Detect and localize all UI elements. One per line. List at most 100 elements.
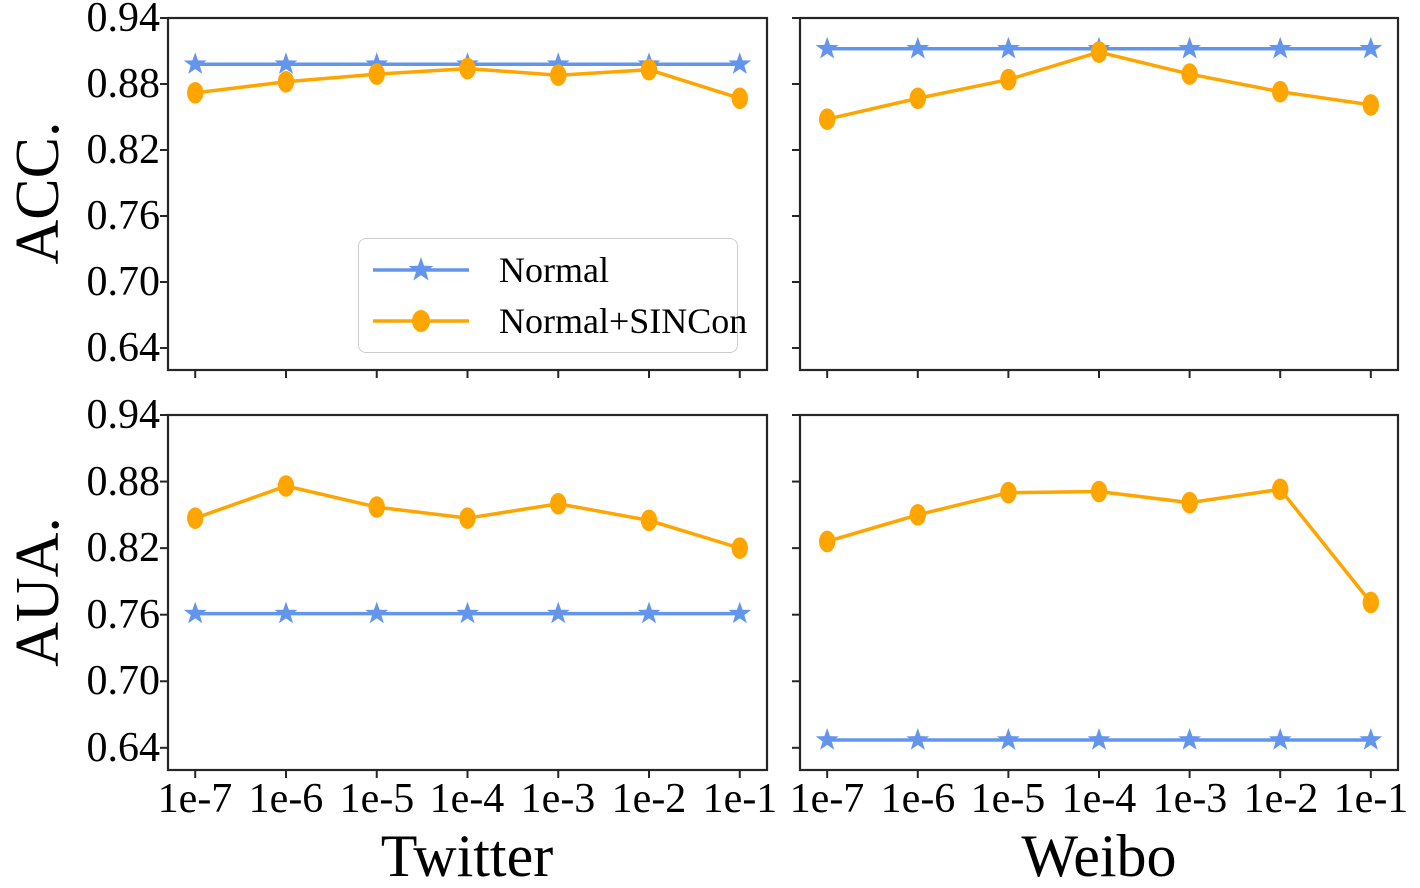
y-tick-label: 0.70 [86, 259, 161, 305]
star-marker [546, 601, 570, 624]
star-marker [1268, 36, 1292, 59]
y-tick-label: 0.82 [86, 127, 161, 173]
circle-marker [818, 108, 836, 130]
circle-marker [1181, 63, 1198, 85]
y-tick-label: 0.88 [86, 459, 161, 505]
star-marker [274, 52, 298, 74]
y-tick-label: 0.76 [86, 193, 161, 239]
circle-marker [640, 58, 658, 81]
circle-marker [818, 530, 836, 553]
star-marker [365, 601, 389, 624]
star-marker [546, 52, 570, 74]
star-marker [1178, 728, 1202, 750]
legend-sample-circle-icon [373, 310, 469, 332]
circle-marker [550, 492, 567, 515]
plot-border [798, 16, 1400, 372]
circle-marker [731, 87, 748, 110]
circle-marker [368, 63, 385, 85]
star-marker [815, 728, 839, 750]
circle-marker [640, 509, 658, 532]
x-tick-label: 1e-4 [1061, 776, 1137, 822]
x-tick-label: 1e-7 [789, 776, 865, 822]
star-marker [183, 601, 207, 624]
circle-marker [909, 504, 926, 526]
plot-border [166, 16, 769, 372]
star-marker [1268, 728, 1292, 750]
circle-marker [1272, 80, 1289, 103]
circle-marker [187, 82, 204, 104]
star-marker [1178, 36, 1202, 59]
x-tick-label: 1e-2 [611, 776, 687, 822]
legend-item-normal-sincon: Normal+SINCon [369, 297, 747, 345]
circle-marker [1362, 94, 1380, 116]
circle-marker [550, 64, 567, 86]
circle-marker [909, 87, 926, 110]
star-marker [1359, 36, 1383, 59]
y-tick-label: 0.94 [86, 392, 161, 438]
series-line-normal-sincon [826, 487, 1373, 604]
star-marker [274, 601, 298, 624]
subplot-acc-twitter [160, 16, 769, 378]
star-marker [183, 52, 207, 74]
star-marker [1087, 728, 1111, 750]
x-tick-label: 1e-5 [970, 776, 1046, 822]
circle-marker [1090, 41, 1108, 63]
circle-marker [368, 496, 385, 518]
star-marker [906, 36, 930, 59]
x-tick-label: 1e-4 [429, 776, 505, 822]
subplot-aua-twitter [160, 413, 769, 778]
circle-marker [459, 507, 476, 529]
subplot-aua-weibo [792, 413, 1400, 778]
star-marker [1359, 728, 1383, 750]
y-tick-label: 0.64 [86, 725, 161, 771]
plot-border [166, 413, 769, 772]
legend-label: Normal+SINCon [499, 301, 748, 341]
x-tick-label: 1e-5 [339, 776, 415, 822]
y-tick-label: 0.82 [86, 525, 161, 571]
y-tick-label: 0.76 [86, 592, 161, 638]
legend: Normal Normal+SINCon [358, 238, 747, 353]
dataset-label-weibo: Weibo [1021, 823, 1177, 888]
circle-marker [459, 57, 476, 80]
circle-marker [731, 537, 748, 559]
star-marker [637, 601, 661, 624]
star-marker [365, 52, 389, 74]
circle-marker [1090, 480, 1108, 503]
y-tick-label: 0.88 [86, 61, 161, 107]
legend-label: Normal [499, 250, 609, 290]
circle-marker [277, 475, 295, 497]
star-marker [906, 728, 930, 750]
x-tick-label: 1e-7 [157, 776, 233, 822]
x-tick-label: 1e-3 [1152, 776, 1228, 822]
circle-marker [1000, 481, 1017, 504]
star-marker [996, 728, 1020, 750]
star-marker [728, 601, 752, 624]
circle-marker [1272, 478, 1289, 501]
circle-marker [277, 71, 295, 93]
circle-icon [412, 310, 430, 332]
subplot-acc-weibo [792, 16, 1400, 378]
star-marker [996, 36, 1020, 59]
x-tick-label: 1e-1 [1333, 776, 1409, 822]
x-tick-label: 1e-6 [248, 776, 324, 822]
star-marker [728, 52, 752, 74]
x-tick-label: 1e-6 [880, 776, 956, 822]
star-marker [456, 601, 479, 624]
x-tick-label: 1e-2 [1243, 776, 1319, 822]
dataset-label-twitter: Twitter [380, 823, 554, 888]
star-marker [815, 36, 839, 59]
legend-item-normal: Normal [369, 246, 727, 294]
x-tick-label: 1e-1 [702, 776, 778, 822]
legend-sample-star-icon [373, 257, 469, 281]
circle-marker [1000, 68, 1017, 91]
circle-marker [1181, 491, 1198, 514]
star-icon [408, 257, 434, 281]
y-tick-label: 0.70 [86, 658, 161, 704]
circle-marker [187, 507, 204, 529]
plot-border [798, 413, 1400, 772]
y-tick-label: 0.94 [86, 0, 161, 41]
x-tick-label: 1e-3 [520, 776, 596, 822]
circle-marker [1362, 591, 1380, 614]
